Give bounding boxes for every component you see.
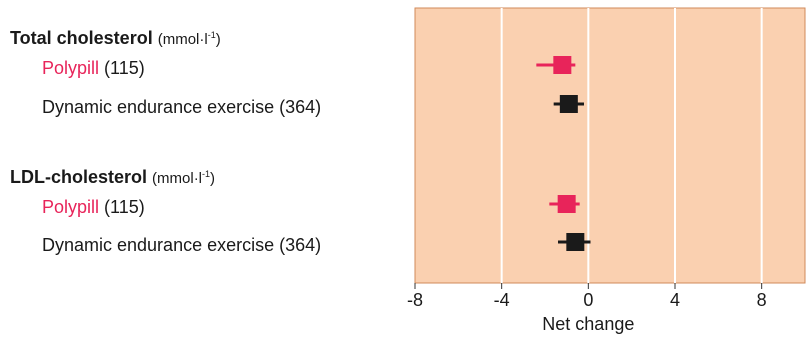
item-count: (364) [279, 235, 322, 255]
estimate-marker [557, 195, 576, 213]
group-unit: (mmol·l-1) [152, 169, 216, 187]
item-count: (115) [104, 197, 145, 217]
plot-panel [414, 7, 806, 284]
row-label-polypill-ldl: Polypill (115) [42, 196, 145, 218]
item-count: (364) [279, 97, 322, 117]
group-label-ldl-cholesterol: LDL-cholesterol (mmol·l-1) [10, 163, 215, 190]
tick-label: -4 [494, 290, 510, 310]
row-label-polypill-total: Polypill (115) [42, 57, 145, 79]
group-title: LDL-cholesterol [10, 167, 148, 187]
item-name: Dynamic endurance exercise [42, 97, 275, 117]
estimate-marker [553, 56, 572, 74]
group-unit: (mmol·l-1) [157, 30, 221, 48]
estimate-marker [566, 233, 585, 251]
item-name: Polypill [42, 197, 100, 217]
row-label-exercise-total: Dynamic endurance exercise (364) [42, 96, 321, 118]
item-name: Dynamic endurance exercise [42, 235, 275, 255]
group-title: Total cholesterol [10, 28, 153, 48]
estimate-marker [559, 95, 578, 113]
tick-label: 4 [670, 290, 680, 310]
tick-label: -8 [407, 290, 423, 310]
x-axis-label: Net change [542, 314, 634, 334]
item-count: (115) [104, 58, 145, 78]
tick-label: 0 [583, 290, 593, 310]
row-label-exercise-ldl: Dynamic endurance exercise (364) [42, 234, 321, 256]
tick-label: 8 [757, 290, 767, 310]
item-name: Polypill [42, 58, 100, 78]
group-label-total-cholesterol: Total cholesterol (mmol·l-1) [10, 24, 221, 51]
